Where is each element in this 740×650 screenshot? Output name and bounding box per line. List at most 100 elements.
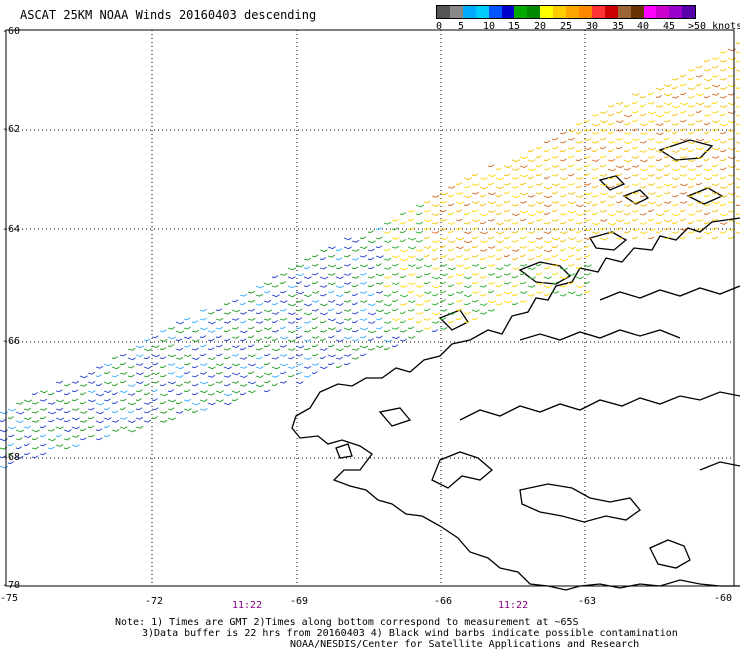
wind-barb [207, 330, 216, 333]
wind-barb [631, 101, 638, 104]
wind-barb [455, 299, 463, 303]
wind-barb [431, 257, 439, 261]
wind-barb [535, 155, 542, 158]
wind-barb [383, 321, 392, 324]
wind-barb [623, 176, 631, 180]
wind-barb [471, 254, 479, 258]
wind-barb [639, 159, 648, 163]
wind-barb [519, 236, 527, 240]
wind-barb [471, 309, 480, 313]
wind-barb [463, 285, 472, 288]
wind-barb [543, 140, 551, 144]
wind-barb [343, 317, 352, 321]
island-b [589, 231, 628, 251]
wind-barb [279, 308, 287, 312]
lon-label-72: -72 [145, 596, 164, 607]
wind-barb [663, 110, 671, 114]
wind-barb [295, 371, 303, 375]
wind-barb [231, 299, 239, 303]
wind-barb [63, 383, 71, 387]
wind-barb [455, 308, 463, 312]
wind-barb [375, 345, 384, 349]
wind-barb [359, 281, 368, 285]
wind-barb [663, 183, 673, 187]
wind-barb [447, 248, 455, 252]
wind-barb [711, 101, 718, 105]
wind-barb [47, 392, 55, 396]
wind-barb [647, 111, 656, 115]
wind-barb [247, 390, 256, 394]
wind-barb [375, 326, 383, 330]
wind-barb [199, 399, 208, 402]
wind-barb [383, 339, 392, 343]
wind-barb [151, 416, 158, 419]
wind-barb [111, 374, 119, 378]
wind-barb [423, 317, 432, 321]
colorbar-segment [462, 6, 476, 18]
wind-barb [591, 167, 599, 171]
wind-barb [647, 101, 655, 105]
wind-barb [519, 156, 528, 160]
wind-barb [311, 335, 320, 339]
wind-barb [535, 272, 543, 276]
wind-barb [223, 311, 232, 315]
wind-barb [239, 383, 248, 387]
wind-barb [311, 371, 318, 374]
wind-barb [23, 443, 30, 446]
wind-barb [415, 221, 423, 225]
wind-barb [575, 248, 582, 251]
wind-barb [215, 317, 224, 321]
wind-barb [583, 192, 592, 196]
wind-barb [359, 308, 367, 312]
inner-lake [649, 539, 691, 569]
wind-barb [463, 231, 472, 235]
wind-barb [671, 213, 680, 217]
wind-barb [239, 330, 248, 334]
wind-barb [575, 122, 583, 126]
wind-barb [599, 200, 606, 203]
wind-barb [551, 146, 559, 150]
wind-barb [95, 365, 104, 369]
wind-barb [63, 419, 71, 423]
wind-barb [487, 218, 495, 222]
wind-barb [199, 381, 209, 385]
wind-barb [175, 383, 183, 387]
wind-barb [511, 257, 519, 261]
wind-barb [183, 371, 191, 375]
wind-barb [471, 290, 480, 294]
wind-barb [703, 168, 712, 172]
wind-barb [351, 320, 358, 324]
wind-barb [367, 275, 375, 279]
wind-barb [303, 303, 313, 307]
wind-barb [231, 380, 240, 384]
wind-barb [463, 302, 471, 306]
wind-barb [599, 192, 608, 196]
wind-barb [279, 344, 287, 348]
wind-barb [735, 141, 740, 144]
wind-barb [463, 276, 472, 280]
wind-barb [183, 362, 191, 366]
wind-barb [39, 443, 47, 447]
wind-barb [191, 347, 199, 351]
wind-barb [511, 267, 520, 270]
wind-barb [695, 191, 703, 195]
wind-barb [351, 311, 359, 315]
wind-barb [239, 356, 248, 360]
wind-barb [351, 329, 359, 333]
wind-barb [343, 237, 352, 241]
wind-barb [399, 249, 408, 253]
colorbar-tick-label: 0 [436, 21, 443, 32]
wind-barb [719, 113, 726, 116]
wind-barb [639, 231, 648, 235]
wind-barb [47, 438, 56, 442]
wind-barb [375, 236, 383, 240]
wind-speed-colorbar [436, 5, 696, 19]
wind-barb [167, 399, 177, 403]
wind-barb [719, 86, 728, 90]
wind-barb [551, 209, 558, 212]
wind-barb [167, 344, 174, 347]
colorbar-segment [643, 6, 657, 18]
wind-barb [583, 155, 591, 159]
wind-barb [55, 426, 64, 430]
wind-barb [711, 74, 720, 78]
